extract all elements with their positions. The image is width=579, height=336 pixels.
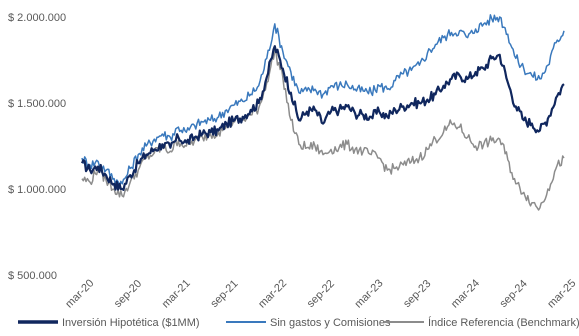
y-tick-label: $ 1.000.000 [8, 184, 66, 196]
x-tick-label: mar-22 [256, 277, 289, 310]
y-axis: $ 2.000.000 $ 1.500.000 $ 1.000.000 $ 500.0… [8, 12, 66, 282]
series-line-0 [80, 45, 565, 191]
legend-label: Inversión Hipotética ($1MM) [62, 317, 200, 329]
x-tick-label: mar-25 [545, 277, 578, 310]
x-tick-label: sep-23 [401, 278, 433, 310]
legend-label: Sin gastos y Comisiones [270, 317, 391, 329]
series-line-2 [81, 50, 565, 211]
x-tick-label: sep-20 [112, 278, 144, 310]
plot-area [80, 14, 565, 211]
y-tick-label: $ 2.000.000 [8, 12, 66, 24]
x-tick-label: mar-23 [353, 277, 386, 310]
x-tick-label: mar-21 [160, 277, 193, 310]
x-tick-label: mar-24 [449, 277, 482, 310]
x-tick-label: sep-24 [498, 278, 530, 310]
legend-label: Índice Referencia (Benchmark) [428, 316, 579, 329]
x-tick-label: sep-21 [208, 278, 240, 310]
legend: Inversión Hipotética ($1MM) Sin gastos y … [18, 316, 579, 329]
x-axis: mar-20 sep-20 mar-21 sep-21 mar-22 sep-22 mar-… [63, 277, 578, 310]
x-tick-label: mar-20 [63, 277, 96, 310]
x-tick-label: sep-22 [305, 278, 337, 310]
y-tick-label: $ 500.000 [8, 270, 57, 282]
y-tick-label: $ 1.500.000 [8, 98, 66, 110]
series-line-1 [81, 14, 565, 188]
